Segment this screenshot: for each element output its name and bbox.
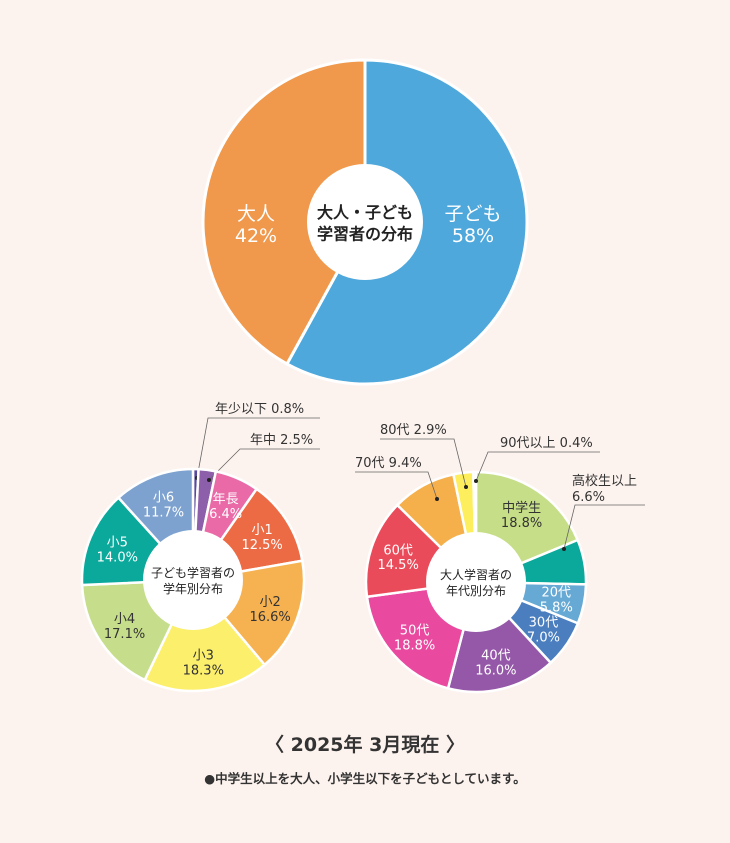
slice-label: 中学生 bbox=[502, 500, 541, 516]
slice-value: 18.8% bbox=[394, 638, 435, 653]
slice-value: 16.6% bbox=[249, 610, 290, 625]
slice-大人 bbox=[201, 58, 367, 367]
footnote: ●中学生以上を大人、小学生以下を子どもとしています。 bbox=[204, 771, 526, 786]
slice-value: 18.8% bbox=[501, 516, 542, 531]
chart-title: 大人・子ども bbox=[317, 203, 413, 222]
chart-title: 学習者の分布 bbox=[317, 225, 413, 244]
slice-label: 小4 bbox=[114, 612, 135, 627]
slice-value: 6.4% bbox=[209, 507, 242, 522]
slice-value: 58% bbox=[452, 225, 494, 247]
leader-line bbox=[355, 471, 438, 500]
slice-label: 小1 bbox=[252, 523, 273, 538]
chart-title: 子ども学習者の bbox=[151, 565, 235, 580]
donut-hole bbox=[426, 532, 526, 632]
slice-value: 7.0% bbox=[527, 631, 560, 646]
leader-line bbox=[196, 417, 320, 479]
donut-chart-3 bbox=[355, 438, 645, 694]
slice-value: 17.1% bbox=[104, 627, 145, 642]
slice-label: 40代 bbox=[481, 649, 511, 664]
slice-label: 小6 bbox=[153, 491, 174, 506]
slice-value: 14.5% bbox=[378, 558, 419, 573]
slice-value: 14.0% bbox=[97, 550, 138, 565]
leader-dot bbox=[207, 478, 211, 482]
slice-label: 20代 bbox=[542, 586, 572, 601]
slice-label: 大人 bbox=[237, 203, 275, 225]
donut-hole bbox=[307, 164, 423, 280]
chart-title: 学年別分布 bbox=[163, 581, 223, 596]
leader-line bbox=[380, 438, 467, 488]
slice-label: 高校生以上 bbox=[572, 473, 637, 489]
slice-小3 bbox=[143, 577, 267, 693]
chart-title: 年代別分布 bbox=[446, 584, 506, 598]
slice-value: 12.5% bbox=[241, 538, 282, 553]
donut-hole bbox=[143, 530, 243, 630]
leader-dot bbox=[464, 485, 468, 489]
slice-label: 80代 2.9% bbox=[380, 423, 447, 438]
slice-label: 小2 bbox=[259, 595, 280, 610]
slice-label: 60代 bbox=[383, 543, 413, 558]
leader-line bbox=[208, 448, 320, 481]
slice-label: 子ども bbox=[444, 203, 501, 225]
slice-label: 小3 bbox=[193, 648, 214, 663]
chart-title: 大人学習者の bbox=[440, 567, 512, 582]
slice-label: 年長 bbox=[213, 492, 239, 507]
leader-line bbox=[475, 451, 600, 482]
slice-value: 42% bbox=[235, 225, 277, 247]
slice-value: 18.3% bbox=[183, 663, 224, 678]
leader-dot bbox=[474, 479, 478, 483]
slice-label: 30代 bbox=[529, 616, 559, 631]
slice-label: 年中 2.5% bbox=[250, 433, 313, 448]
slice-label: 90代以上 0.4% bbox=[500, 436, 593, 451]
slice-label: 50代 bbox=[400, 623, 430, 638]
slice-label: 70代 9.4% bbox=[355, 456, 422, 471]
slice-value: 11.7% bbox=[143, 505, 184, 520]
slice-value: 5.8% bbox=[540, 601, 573, 616]
slice-label: 小5 bbox=[107, 536, 128, 551]
as-of-date: 〈 2025年 3月現在 〉 bbox=[265, 734, 465, 756]
leader-dot bbox=[435, 497, 439, 501]
slice-label: 年少以下 0.8% bbox=[215, 402, 304, 417]
slice-value: 6.6% bbox=[572, 490, 605, 505]
slice-value: 16.0% bbox=[475, 664, 516, 679]
leader-line bbox=[563, 504, 645, 550]
donut-chart-2 bbox=[80, 417, 320, 693]
leader-dot bbox=[562, 547, 566, 551]
donut-chart-1 bbox=[201, 58, 529, 386]
